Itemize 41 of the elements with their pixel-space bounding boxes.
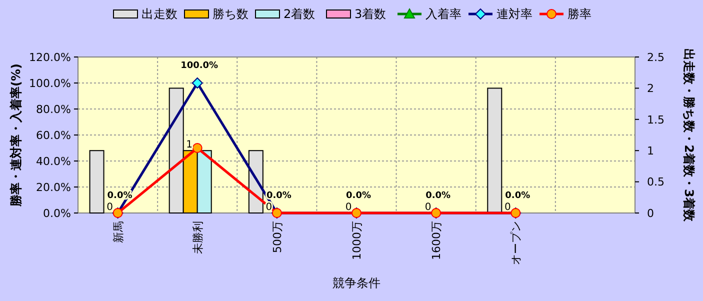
data-label: 0 bbox=[106, 202, 113, 213]
point bbox=[192, 143, 202, 153]
data-label: 1 bbox=[186, 140, 193, 151]
data-label: 0 bbox=[424, 202, 432, 213]
y2-tick-label: 1 bbox=[647, 144, 654, 158]
y-tick-label: 60.0% bbox=[36, 128, 71, 142]
x-tick-label: 未勝利 bbox=[191, 221, 204, 254]
y-tick-label: 0.0% bbox=[43, 206, 71, 220]
data-label: 0.0% bbox=[505, 191, 530, 201]
data-label: 0.0% bbox=[346, 191, 371, 201]
x-tick-label: 1600万 bbox=[430, 221, 444, 260]
y2-axis-title: 出走数・勝ち数・2着数・3着数 bbox=[682, 48, 696, 222]
legend-label: 2着数 bbox=[284, 7, 316, 21]
y2-tick-label: 2 bbox=[647, 82, 654, 96]
y2-tick-label: 1.5 bbox=[647, 113, 664, 126]
x-tick-label: オープン bbox=[510, 221, 523, 265]
x-tick-label: 1000万 bbox=[350, 221, 364, 260]
legend-label: 勝率 bbox=[568, 7, 592, 21]
data-label: 100.0% bbox=[180, 61, 218, 71]
legend-label: 勝ち数 bbox=[212, 7, 248, 21]
x-tick-label: 500万 bbox=[270, 221, 284, 253]
data-label: 0 bbox=[345, 202, 352, 213]
legend-label: 3着数 bbox=[354, 7, 386, 21]
y-tick-label: 80.0% bbox=[36, 102, 71, 116]
y-tick-label: 100.0% bbox=[29, 76, 71, 90]
x-axis-title: 競争条件 bbox=[332, 276, 380, 290]
data-label: 0.0% bbox=[266, 191, 292, 201]
legend-label: 入着率 bbox=[426, 7, 462, 21]
legend-label: 出走数 bbox=[142, 7, 178, 21]
x-tick-label: 新馬 bbox=[112, 221, 125, 243]
y2-tick-label: 0 bbox=[647, 206, 654, 220]
y-tick-label: 120.0% bbox=[29, 50, 71, 64]
y-axis-title: 勝率・連対率・入着率(%) bbox=[9, 64, 23, 208]
legend-label: 連対率 bbox=[496, 7, 532, 21]
point bbox=[192, 78, 203, 88]
data-label: 0 bbox=[504, 202, 511, 213]
data-label: 0.0% bbox=[426, 191, 451, 201]
y2-tick-label: 2.5 bbox=[647, 50, 664, 64]
y-tick-label: 20.0% bbox=[36, 180, 71, 194]
y-tick-label: 40.0% bbox=[36, 154, 71, 168]
y2-tick-label: 0.5 bbox=[647, 176, 664, 189]
